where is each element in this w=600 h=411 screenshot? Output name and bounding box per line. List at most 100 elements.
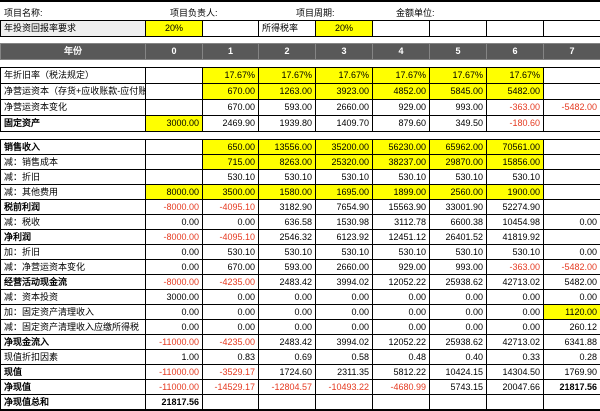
value-cell[interactable]: 26401.52 (430, 230, 487, 245)
row-label-cell[interactable]: 减：销售成本 (1, 155, 146, 170)
value-cell[interactable] (544, 84, 600, 100)
value-cell[interactable]: 25320.00 (316, 155, 373, 170)
value-cell[interactable]: 715.00 (203, 155, 259, 170)
value-cell[interactable]: 21817.56 (146, 395, 203, 411)
value-cell[interactable] (430, 395, 487, 411)
year-header-cell[interactable]: 0 (146, 44, 203, 60)
row-label-cell[interactable]: 减：固定资产清理收入应缴所得税 (1, 320, 146, 335)
value-cell[interactable] (544, 68, 600, 84)
value-cell[interactable]: 0.28 (544, 350, 600, 365)
value-cell[interactable]: 3000.00 (146, 116, 203, 132)
row-label-cell[interactable]: 净现金流入 (1, 335, 146, 350)
value-cell[interactable]: 4852.00 (373, 84, 430, 100)
row-label-cell[interactable]: 现值 (1, 365, 146, 380)
value-cell[interactable]: -14529.17 (203, 380, 259, 395)
value-cell[interactable]: -8000.00 (146, 200, 203, 215)
value-cell[interactable]: 7654.90 (316, 200, 373, 215)
value-cell[interactable]: 530.10 (487, 245, 544, 260)
value-cell[interactable]: 1263.00 (259, 84, 316, 100)
value-cell[interactable]: 0.00 (487, 290, 544, 305)
value-cell[interactable]: 0.00 (373, 320, 430, 335)
rate-value-cell[interactable] (373, 21, 430, 37)
row-label-cell[interactable]: 净营运资本（存货+应收账款-应付账款） (1, 84, 146, 100)
value-cell[interactable]: 17.67% (316, 68, 373, 84)
rate-value-cell[interactable]: 20% (146, 21, 203, 37)
value-cell[interactable]: 5482.00 (544, 275, 600, 290)
value-cell[interactable]: 670.00 (203, 260, 259, 275)
value-cell[interactable]: 65962.00 (430, 140, 487, 155)
rate-value-cell[interactable] (544, 21, 600, 37)
row-label-cell[interactable]: 减：税收 (1, 215, 146, 230)
value-cell[interactable]: 349.50 (430, 116, 487, 132)
value-cell[interactable] (146, 140, 203, 155)
value-cell[interactable]: 2660.00 (316, 260, 373, 275)
value-cell[interactable]: 0.00 (146, 305, 203, 320)
value-cell[interactable]: 38237.00 (373, 155, 430, 170)
value-cell[interactable]: -4235.00 (203, 335, 259, 350)
value-cell[interactable]: 41819.92 (487, 230, 544, 245)
row-label-cell[interactable]: 减：资本投资 (1, 290, 146, 305)
value-cell[interactable]: 0.69 (259, 350, 316, 365)
value-cell[interactable]: 879.60 (373, 116, 430, 132)
value-cell[interactable]: 0.00 (259, 320, 316, 335)
value-cell[interactable]: 0.00 (203, 215, 259, 230)
value-cell[interactable]: 650.00 (203, 140, 259, 155)
value-cell[interactable]: 1580.00 (259, 185, 316, 200)
value-cell[interactable]: 929.00 (373, 260, 430, 275)
value-cell[interactable]: 5845.00 (430, 84, 487, 100)
value-cell[interactable]: 2483.42 (259, 275, 316, 290)
value-cell[interactable]: 260.12 (544, 320, 600, 335)
value-cell[interactable]: 17.67% (259, 68, 316, 84)
value-cell[interactable]: 530.10 (487, 170, 544, 185)
value-cell[interactable]: 670.00 (203, 84, 259, 100)
value-cell[interactable]: 929.00 (373, 100, 430, 116)
value-cell[interactable]: 0.00 (430, 290, 487, 305)
value-cell[interactable]: 0.00 (259, 290, 316, 305)
year-header-title-cell[interactable]: 年份 (1, 44, 146, 60)
value-cell[interactable]: 10454.98 (487, 215, 544, 230)
value-cell[interactable] (544, 185, 600, 200)
rate-value-cell[interactable] (203, 21, 259, 37)
project-manager-label[interactable]: 项目负责人: (170, 6, 218, 19)
value-cell[interactable]: -363.00 (487, 100, 544, 116)
value-cell[interactable]: 0.00 (487, 305, 544, 320)
value-cell[interactable]: 12052.22 (373, 275, 430, 290)
value-cell[interactable]: 70561.00 (487, 140, 544, 155)
value-cell[interactable]: 1530.98 (316, 215, 373, 230)
value-cell[interactable]: 13556.00 (259, 140, 316, 155)
value-cell[interactable]: 0.00 (203, 320, 259, 335)
value-cell[interactable]: 1120.00 (544, 305, 600, 320)
row-label-cell[interactable]: 年折旧率（税法规定） (1, 68, 146, 84)
value-cell[interactable] (146, 100, 203, 116)
value-cell[interactable]: 993.00 (430, 100, 487, 116)
row-label-cell[interactable]: 加：固定资产清理收入 (1, 305, 146, 320)
value-cell[interactable]: 530.10 (259, 245, 316, 260)
value-cell[interactable]: 1899.00 (373, 185, 430, 200)
row-label-cell[interactable]: 现值折扣因素 (1, 350, 146, 365)
value-cell[interactable] (203, 395, 259, 411)
value-cell[interactable]: 25938.62 (430, 335, 487, 350)
year-header-cell[interactable]: 5 (430, 44, 487, 60)
value-cell[interactable]: 12451.12 (373, 230, 430, 245)
value-cell[interactable]: 35200.00 (316, 140, 373, 155)
row-label-cell[interactable]: 加：折旧 (1, 245, 146, 260)
value-cell[interactable]: 1939.80 (259, 116, 316, 132)
value-cell[interactable] (146, 155, 203, 170)
value-cell[interactable]: 670.00 (203, 100, 259, 116)
value-cell[interactable]: 52274.90 (487, 200, 544, 215)
value-cell[interactable]: 3994.02 (316, 335, 373, 350)
value-cell[interactable]: 530.10 (203, 170, 259, 185)
value-cell[interactable]: 0.00 (203, 305, 259, 320)
value-cell[interactable]: 3112.78 (373, 215, 430, 230)
value-cell[interactable]: 0.00 (316, 305, 373, 320)
row-label-cell[interactable]: 减：净营运资本变化 (1, 260, 146, 275)
value-cell[interactable]: 2560.00 (430, 185, 487, 200)
value-cell[interactable]: 530.10 (430, 170, 487, 185)
value-cell[interactable]: 2660.00 (316, 100, 373, 116)
value-cell[interactable] (146, 170, 203, 185)
value-cell[interactable]: 2546.32 (259, 230, 316, 245)
value-cell[interactable]: 530.10 (316, 245, 373, 260)
value-cell[interactable] (544, 140, 600, 155)
value-cell[interactable]: 6123.92 (316, 230, 373, 245)
value-cell[interactable]: 1724.60 (259, 365, 316, 380)
